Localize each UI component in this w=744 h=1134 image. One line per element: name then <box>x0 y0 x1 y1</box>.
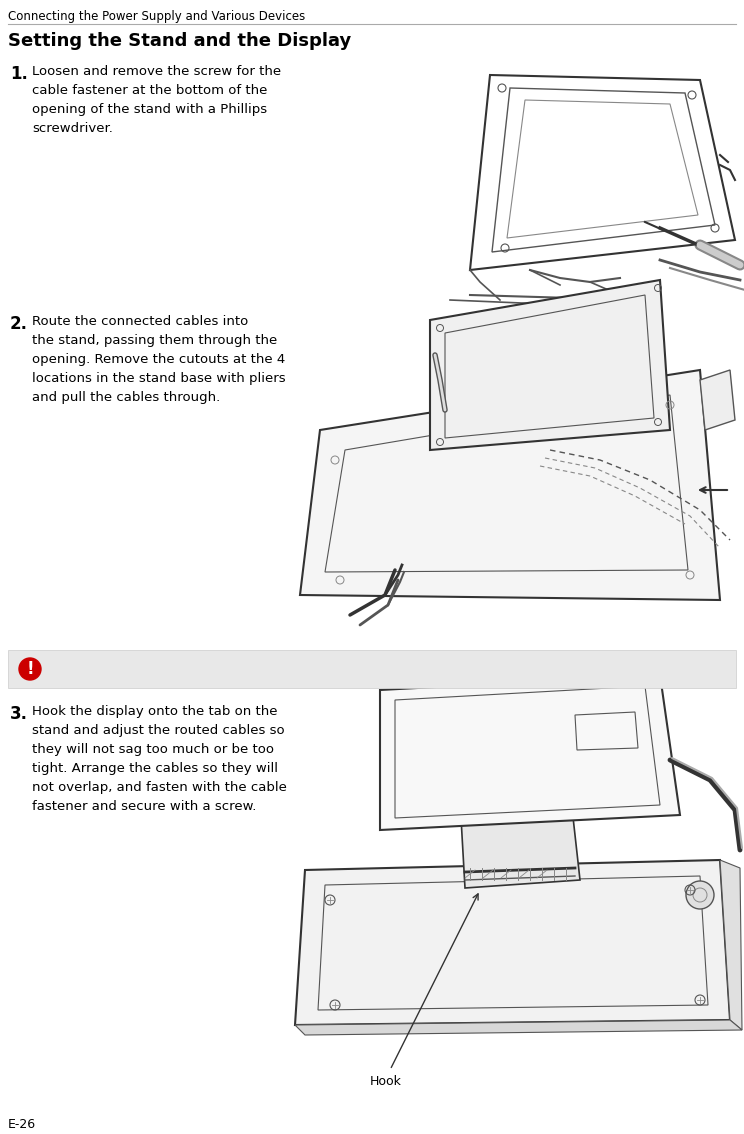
FancyBboxPatch shape <box>8 650 736 688</box>
Text: 1.: 1. <box>10 65 28 83</box>
Polygon shape <box>430 280 670 450</box>
Text: Connecting the Power Supply and Various Devices: Connecting the Power Supply and Various … <box>8 10 305 23</box>
Circle shape <box>19 658 41 680</box>
Text: 3.: 3. <box>10 705 28 723</box>
Text: Setting the Stand and the Display: Setting the Stand and the Display <box>8 32 351 50</box>
Text: !: ! <box>26 660 33 678</box>
Polygon shape <box>295 860 730 1025</box>
Text: Do not insert fingers into the cutout. This may result in injury.: Do not insert fingers into the cutout. T… <box>52 662 438 676</box>
Polygon shape <box>380 675 680 830</box>
Polygon shape <box>720 860 742 1030</box>
Polygon shape <box>460 790 580 888</box>
Text: E-26: E-26 <box>8 1118 36 1131</box>
Polygon shape <box>300 370 720 600</box>
Polygon shape <box>700 370 735 430</box>
Circle shape <box>686 881 714 909</box>
Text: 2.: 2. <box>10 315 28 333</box>
Text: Route the connected cables into
the stand, passing them through the
opening. Rem: Route the connected cables into the stan… <box>32 315 286 404</box>
Text: Loosen and remove the screw for the
cable fastener at the bottom of the
opening : Loosen and remove the screw for the cabl… <box>32 65 281 135</box>
Text: Hook: Hook <box>370 1075 402 1088</box>
Text: Hook the display onto the tab on the
stand and adjust the routed cables so
they : Hook the display onto the tab on the sta… <box>32 705 287 813</box>
Polygon shape <box>295 1019 742 1035</box>
